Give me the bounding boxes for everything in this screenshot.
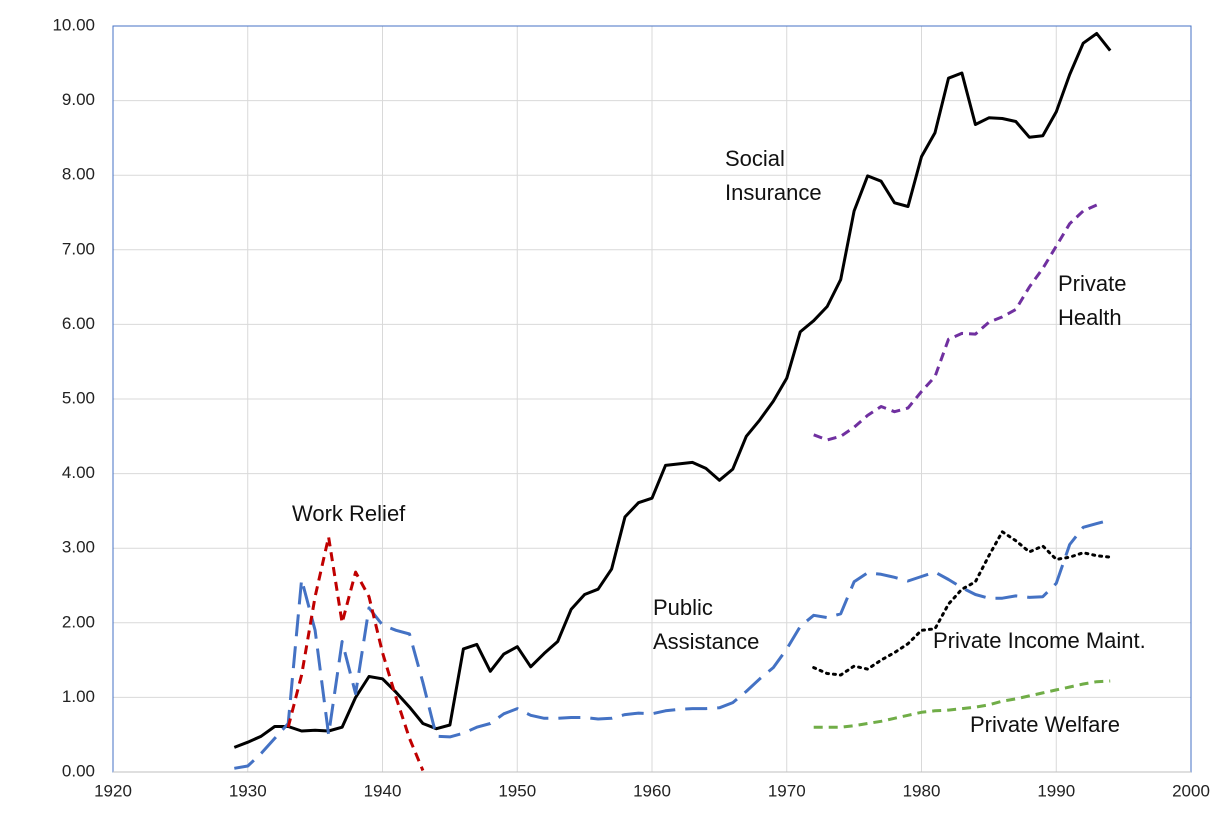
x-tick-label: 1960 — [633, 781, 671, 800]
x-tick-label: 1990 — [1037, 781, 1075, 800]
series-line — [813, 203, 1098, 442]
y-tick-label: 1.00 — [62, 687, 95, 706]
x-tick-label: 1940 — [364, 781, 402, 800]
x-tick-label: 1980 — [903, 781, 941, 800]
y-tick-label: 6.00 — [62, 314, 95, 333]
series-line — [812, 530, 1112, 677]
x-tick-label: 2000 — [1172, 781, 1210, 800]
series-label: Private Welfare — [970, 712, 1120, 737]
y-tick-label: 7.00 — [62, 239, 95, 258]
series-line — [813, 679, 1111, 729]
y-tick-label: 9.00 — [62, 90, 95, 109]
y-tick-label: 8.00 — [62, 165, 95, 184]
series-line — [234, 518, 1111, 770]
series-label: Private Income Maint. — [933, 628, 1146, 653]
x-tick-label: 1930 — [229, 781, 267, 800]
x-tick-label: 1920 — [94, 781, 132, 800]
series-label: Social Insurance — [725, 146, 822, 205]
series-label: Work Relief — [292, 501, 406, 526]
x-tick-label: 1950 — [498, 781, 536, 800]
series-label: Public Assistance — [653, 595, 760, 654]
series-line — [286, 535, 425, 772]
y-tick-label: 10.00 — [52, 15, 95, 34]
series-line — [233, 32, 1112, 749]
x-tick-label: 1970 — [768, 781, 806, 800]
y-tick-label: 5.00 — [62, 388, 95, 407]
y-tick-label: 0.00 — [62, 761, 95, 780]
y-tick-label: 3.00 — [62, 538, 95, 557]
y-tick-label: 4.00 — [62, 463, 95, 482]
y-tick-label: 2.00 — [62, 612, 95, 631]
series-label: Private Health — [1058, 271, 1127, 330]
